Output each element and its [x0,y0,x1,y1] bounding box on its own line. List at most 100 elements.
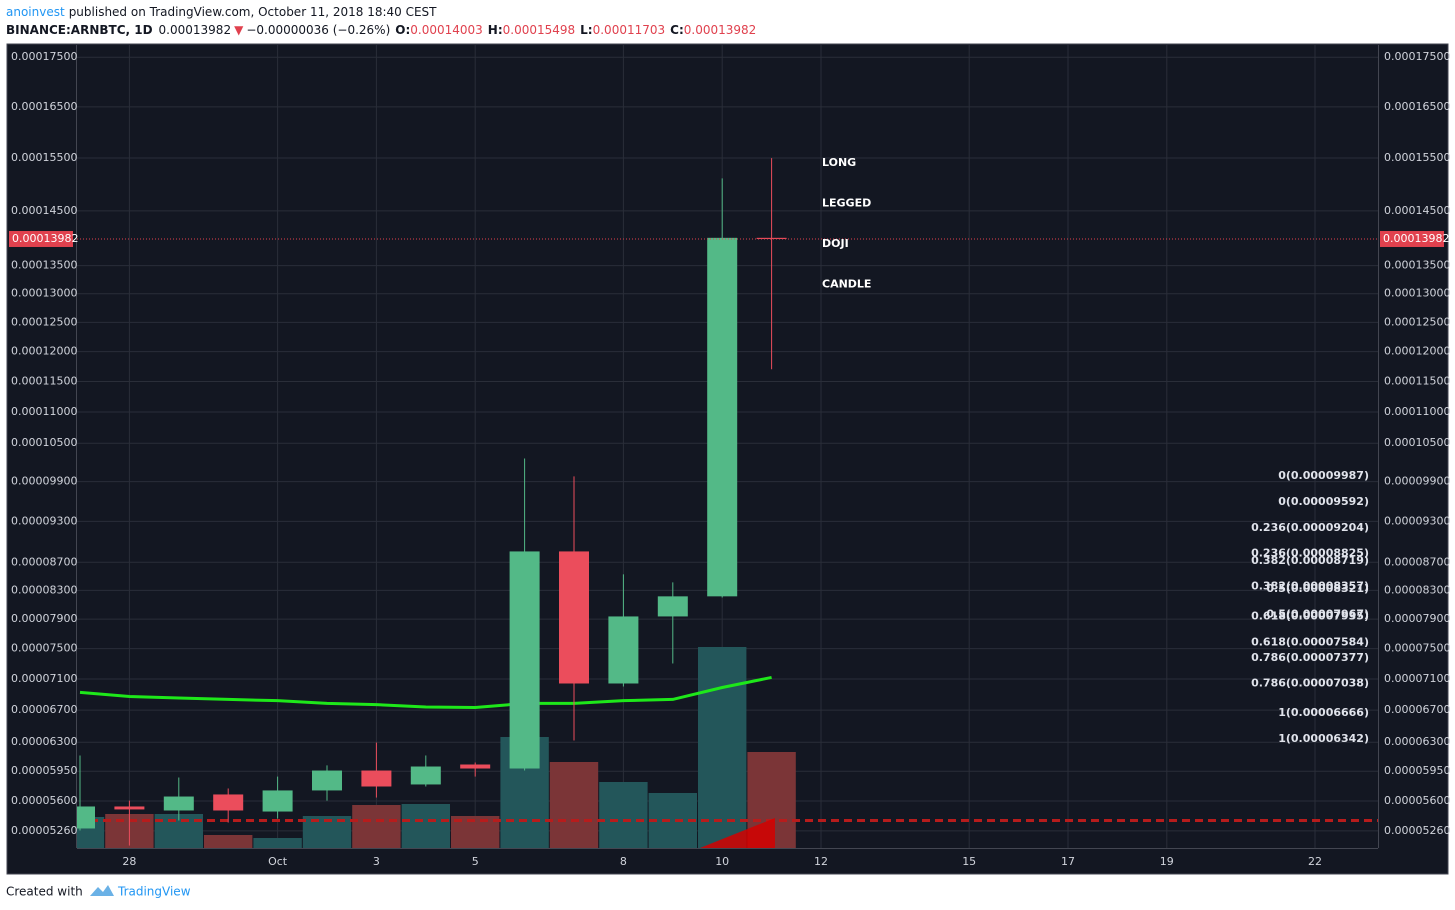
y-tick-label: 0.00007100 [11,672,77,685]
last: 0.00013982 [159,23,232,37]
y-tick-label: 0.00006700 [1384,703,1450,716]
y-tick-label: 0.00010500 [1384,436,1450,449]
y-tick-label: 0.00012500 [1384,315,1450,328]
symbol-line: BINANCE:ARNBTC, 1D 0.00013982 ▼ −0.00000036… [6,23,756,37]
fib-label: 0(0.00009592) [1278,495,1369,508]
y-tick-label: 0.00011500 [11,374,77,387]
y-tick-label: 0.00006700 [11,703,77,716]
symbol: BINANCE:ARNBTC, 1D [6,23,153,37]
author[interactable]: anoinvest [6,5,65,19]
x-tick-label: 3 [373,855,380,868]
published: published on TradingView.com, October 11… [69,5,437,19]
x-tick-label: 17 [1061,855,1075,868]
volume-bar [253,838,302,848]
ohlc-label: H: [488,23,503,37]
y-tick-label: 0.00007500 [11,642,77,655]
change: −0.00000036 (−0.26%) [246,23,390,37]
y-tick-label: 0.00005950 [11,764,77,777]
x-tick-label: 10 [715,855,729,868]
y-tick-label: 0.00015500 [1384,151,1450,164]
fib-label: 0.786(0.00007038) [1251,677,1369,690]
candle-body [114,806,145,810]
x-tick-label: 5 [472,855,479,868]
ohlc-value: 0.00011703 [593,23,666,37]
footer-brand[interactable]: TradingView [117,885,191,899]
y-tick-label: 0.00008300 [11,583,77,596]
annotation: DOJI [822,237,849,250]
moving-average [79,675,772,709]
y-tick-label: 0.00016500 [11,100,77,113]
x-tick-label: 22 [1308,855,1322,868]
last-price-box [1380,230,1444,247]
y-tick-label: 0.00009900 [1384,475,1450,488]
ohlc-value: 0.00015498 [503,23,576,37]
candle-body [756,237,787,239]
fib-label: 0.618(0.00007584) [1251,635,1369,648]
fib-label: 1(0.00006666) [1278,706,1369,719]
candle-body [657,596,688,617]
candle-body [509,551,540,769]
y-tick-label: 0.00009900 [11,475,77,488]
candle-body [460,764,491,769]
ohlc-label: L: [580,23,592,37]
y-tick-label: 0.00015500 [11,151,77,164]
candle-body [262,790,293,812]
publish-line: anoinvest published on TradingView.com, O… [6,5,437,19]
fib-label: 1(0.00006342) [1278,732,1369,745]
y-tick-label: 0.00008300 [1384,583,1450,596]
arrow: ▼ [234,23,244,37]
y-tick-label: 0.00013500 [11,259,77,272]
y-tick-label: 0.00014500 [1384,204,1450,217]
fib-label: 0.5(0.00007967) [1266,607,1369,620]
y-tick-label: 0.00013000 [11,287,77,300]
volume-bar [599,782,648,848]
footer-created: Created with [6,885,83,899]
footer-logo [90,885,114,896]
plot-area: 0(0.00009987) 0(0.00009592) 0.236(0.000092… [77,156,1378,848]
y-tick-label: 0.00012000 [11,345,77,358]
candle-body [361,770,392,787]
y-tick-label: 0.00007500 [1384,642,1450,655]
drawing-wedge [700,818,775,848]
y-tick-label: 0.00014500 [11,204,77,217]
y-tick-label: 0.00005260 [1384,824,1450,837]
fib-label: 0(0.00009987) [1278,469,1369,482]
fib-label: 0.382(0.00008357) [1251,579,1369,592]
fib-label: 0.382(0.00008719) [1251,554,1369,567]
last-price-box [9,230,73,247]
y-tick-label: 0.00012000 [1384,345,1450,358]
x-tick-label: 28 [122,855,136,868]
y-tick-label: 0.00010500 [11,436,77,449]
x-tick-label: Oct [268,855,288,868]
y-tick-label: 0.00011000 [11,405,77,418]
annotation: CANDLE [822,278,871,291]
y-tick-label: 0.00008700 [11,555,77,568]
last-price-label: 0.00013982 [12,232,78,245]
x-tick-label: 8 [620,855,627,868]
y-tick-label: 0.00009300 [1384,514,1450,527]
y-tick-label: 0.00006300 [1384,735,1450,748]
y-tick-label: 0.00005600 [11,794,77,807]
y-tick-label: 0.00013500 [1384,259,1450,272]
candle-body [77,806,95,829]
volume-bar [401,804,450,848]
annotation: LEGGED [822,197,871,210]
x-tick-label: 19 [1160,855,1174,868]
volume-bar [698,647,747,848]
fib-label: 0.786(0.00007377) [1251,651,1369,664]
last-price-label: 0.00013982 [1383,232,1449,245]
ohlc-value: 0.00013982 [684,23,757,37]
candle-body [163,796,194,811]
x-tick-label: 15 [962,855,976,868]
y-tick-label: 0.00012500 [11,315,77,328]
ohlc-label: C: [670,23,684,37]
candle-body [312,770,342,791]
candle-body [559,551,589,684]
y-tick-label: 0.00007900 [1384,612,1450,625]
y-tick-label: 0.00007900 [11,612,77,625]
fib-label: 0.618(0.00007935) [1251,610,1369,623]
volume-bar [204,835,253,848]
y-tick-label: 0.00016500 [1384,100,1450,113]
